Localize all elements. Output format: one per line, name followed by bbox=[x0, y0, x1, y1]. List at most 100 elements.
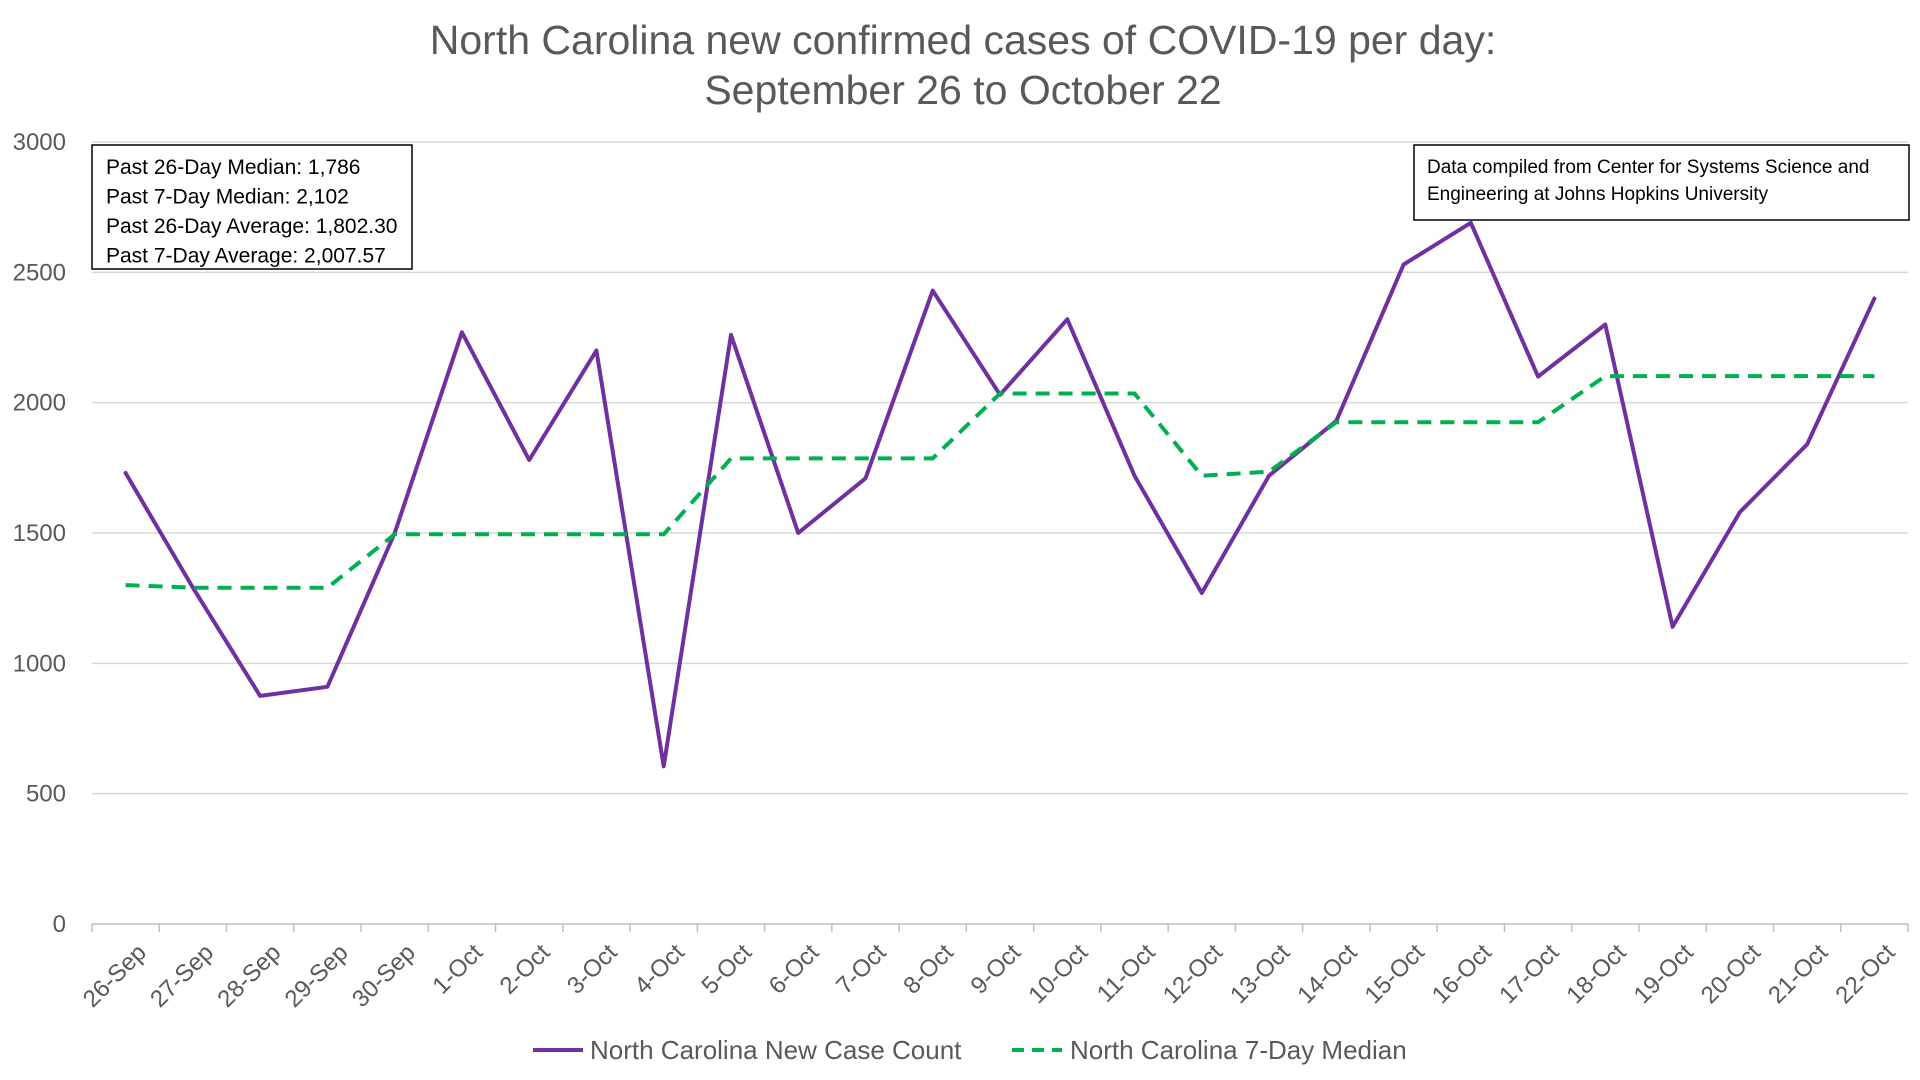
seven-day-median-point bbox=[1738, 374, 1742, 378]
seven-day-median-point bbox=[1671, 374, 1675, 378]
y-tick-label: 3000 bbox=[13, 129, 66, 156]
new-case-count-point bbox=[594, 349, 598, 353]
seven-day-median-point bbox=[527, 532, 531, 536]
stats-box-frame bbox=[91, 144, 413, 270]
new-case-count-point bbox=[1402, 263, 1406, 267]
x-tick-label: 1-Oct bbox=[427, 939, 488, 1000]
new-case-count-point bbox=[729, 333, 733, 337]
seven-day-median-point bbox=[1536, 420, 1540, 424]
x-tick-label: 16-Oct bbox=[1427, 939, 1497, 1009]
seven-day-median-point bbox=[124, 583, 128, 587]
x-tick-label: 12-Oct bbox=[1158, 939, 1228, 1009]
x-tick-label: 29-Sep bbox=[280, 939, 354, 1013]
new-case-count-line bbox=[123, 220, 1877, 769]
source-box-line: Engineering at Johns Hopkins University bbox=[1427, 184, 1769, 205]
x-tick-label: 13-Oct bbox=[1225, 939, 1295, 1009]
seven-day-median-point bbox=[1065, 392, 1069, 396]
seven-day-median-point bbox=[796, 456, 800, 460]
x-tick-label: 22-Oct bbox=[1830, 939, 1900, 1009]
x-tick-label: 21-Oct bbox=[1763, 939, 1833, 1009]
x-tick-label: 30-Sep bbox=[347, 939, 421, 1013]
x-tick-label: 19-Oct bbox=[1629, 939, 1699, 1009]
chart-title: North Carolina new confirmed cases of CO… bbox=[430, 17, 1496, 113]
new-case-count-point bbox=[863, 476, 867, 480]
stats-annotation-box: Past 26-Day Median: 1,786 Past 7-Day Medi… bbox=[91, 144, 413, 270]
stats-box-line: Past 26-Day Median: 1,786 bbox=[106, 156, 360, 179]
legend-label: North Carolina 7-Day Median bbox=[1070, 1035, 1407, 1065]
seven-day-median-point bbox=[998, 392, 1002, 396]
new-case-count-point bbox=[124, 471, 128, 475]
chart-title-line: North Carolina new confirmed cases of CO… bbox=[430, 17, 1496, 63]
x-tick-label: 6-Oct bbox=[764, 939, 825, 1000]
y-tick-label: 2000 bbox=[13, 390, 66, 417]
x-tick-label: 27-Sep bbox=[145, 939, 219, 1013]
y-tick-label: 500 bbox=[26, 781, 66, 808]
new-case-count-point bbox=[1603, 322, 1607, 326]
seven-day-median-line bbox=[125, 374, 1875, 590]
x-tick-label: 15-Oct bbox=[1360, 939, 1430, 1009]
new-case-count-point bbox=[325, 685, 329, 689]
new-case-count-point bbox=[1200, 591, 1204, 595]
seven-day-median-point bbox=[863, 456, 867, 460]
x-tick-label: 10-Oct bbox=[1023, 939, 1093, 1009]
seven-day-median-point bbox=[729, 456, 733, 460]
seven-day-median-point bbox=[1603, 374, 1607, 378]
source-box-line: Data compiled from Center for Systems Sc… bbox=[1427, 157, 1869, 178]
seven-day-median-point bbox=[460, 532, 464, 536]
new-case-count-point bbox=[796, 531, 800, 535]
x-tick-label: 26-Sep bbox=[78, 939, 152, 1013]
x-tick-label: 3-Oct bbox=[562, 939, 623, 1000]
y-axis: 0 500 1000 1500 2000 2500 3000 bbox=[13, 129, 66, 938]
stats-box-line: Past 7-Day Median: 2,102 bbox=[106, 186, 349, 209]
seven-day-median-point bbox=[1402, 420, 1406, 424]
legend-item: North Carolina New Case Count bbox=[533, 1035, 962, 1065]
seven-day-median-point bbox=[393, 532, 397, 536]
seven-day-median-point bbox=[1334, 420, 1338, 424]
seven-day-median-point bbox=[258, 586, 262, 590]
seven-day-median-point bbox=[1805, 374, 1809, 378]
x-tick-label: 14-Oct bbox=[1292, 939, 1362, 1009]
seven-day-median-point bbox=[191, 586, 195, 590]
new-case-count-point bbox=[1738, 510, 1742, 514]
y-tick-label: 2500 bbox=[13, 259, 66, 286]
x-tick-label: 9-Oct bbox=[966, 939, 1027, 1000]
seven-day-median-point bbox=[662, 532, 666, 536]
source-box-frame bbox=[1413, 144, 1910, 221]
y-tick-label: 1000 bbox=[13, 650, 66, 677]
x-tick-label: 28-Sep bbox=[212, 939, 286, 1013]
new-case-count-point bbox=[527, 458, 531, 462]
stats-box-line: Past 7-Day Average: 2,007.57 bbox=[106, 245, 386, 268]
legend: North Carolina New Case Count North Carol… bbox=[533, 1035, 1407, 1065]
stats-box-line: Past 26-Day Average: 1,802.30 bbox=[106, 215, 397, 238]
new-case-count-point bbox=[662, 764, 666, 768]
x-tick-label: 2-Oct bbox=[495, 939, 556, 1000]
x-tick-label: 11-Oct bbox=[1092, 939, 1161, 1008]
y-tick-label: 1500 bbox=[13, 520, 66, 547]
new-case-count-point bbox=[1536, 375, 1540, 379]
source-annotation-box: Data compiled from Center for Systems Sc… bbox=[1413, 144, 1910, 221]
seven-day-median-point bbox=[594, 532, 598, 536]
x-tick-label: 5-Oct bbox=[696, 939, 757, 1000]
new-case-count-point bbox=[1469, 221, 1473, 225]
new-case-count-point bbox=[258, 694, 262, 698]
new-case-count-point bbox=[1805, 442, 1809, 446]
seven-day-median-point bbox=[1200, 474, 1204, 478]
seven-day-median-point bbox=[325, 586, 329, 590]
legend-item: North Carolina 7-Day Median bbox=[1012, 1035, 1407, 1065]
x-tick-label: 8-Oct bbox=[898, 939, 959, 1000]
seven-day-median-point bbox=[1872, 374, 1876, 378]
new-case-count-point bbox=[460, 330, 464, 334]
x-tick-label: 7-Oct bbox=[831, 939, 892, 1000]
chart-title-line: September 26 to October 22 bbox=[704, 67, 1221, 113]
x-tick-label: 18-Oct bbox=[1561, 939, 1631, 1009]
series-lines bbox=[123, 220, 1877, 769]
new-case-count-point bbox=[1872, 296, 1876, 300]
legend-label: North Carolina New Case Count bbox=[590, 1035, 962, 1065]
new-case-count-point bbox=[1133, 474, 1137, 478]
x-tick-label: 17-Oct bbox=[1494, 939, 1564, 1009]
new-case-count-point bbox=[931, 289, 935, 293]
y-tick-label: 0 bbox=[53, 911, 66, 938]
